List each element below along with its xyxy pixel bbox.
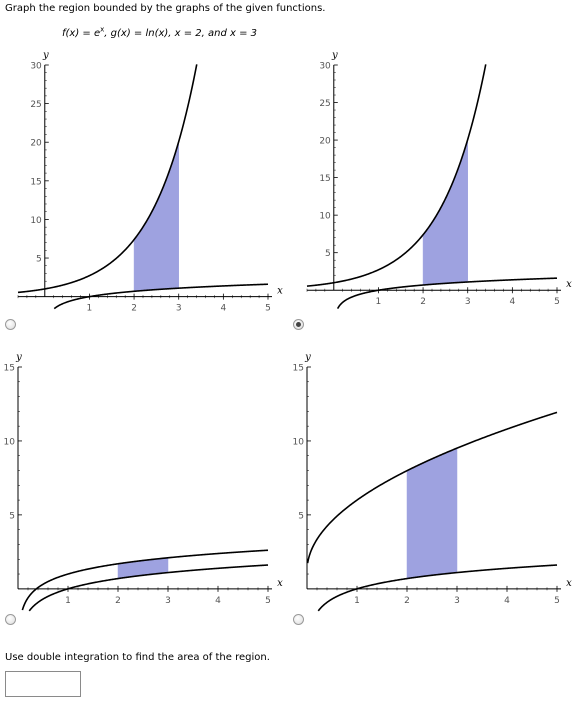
y-tick-label: 10 <box>293 437 305 447</box>
curve-exp <box>17 64 198 294</box>
y-axis-label: y <box>15 352 22 363</box>
option-1-radio[interactable] <box>5 319 16 330</box>
chart-svg: 1 2 3 4 5 5 10 15 x y <box>293 352 572 612</box>
x-tick-label: 2 <box>420 297 426 307</box>
y-tick-label: 30 <box>30 62 42 72</box>
option-3-radio[interactable] <box>5 614 16 625</box>
y-tick-label: 20 <box>319 137 331 147</box>
curve-ln <box>336 277 558 310</box>
x-tick-label: 4 <box>509 297 515 307</box>
y-tick-label: 5 <box>36 255 42 265</box>
x-tick-label: 3 <box>176 304 182 314</box>
curve-ln <box>317 564 558 612</box>
x-axis-label: x <box>277 286 283 297</box>
y-tick-label: 25 <box>30 100 41 110</box>
graph-option-4: 1 2 3 4 5 5 10 15 x y <box>289 342 574 642</box>
question-prompt: Graph the region bounded by the graphs o… <box>5 3 326 14</box>
x-axis-label: x <box>277 578 283 589</box>
x-tick-label: 2 <box>131 304 137 314</box>
f-definition: f(x) = e <box>62 28 101 39</box>
chart-svg: 1 2 3 4 5 5 10 15 20 25 30 x y <box>17 50 283 314</box>
curve-ln <box>28 564 269 612</box>
y-tick-label: 15 <box>30 177 41 187</box>
graph-option-1: 1 2 3 4 5 5 10 15 20 25 30 x y <box>0 40 285 340</box>
curve-sqrt <box>306 411 558 564</box>
option-4-radio[interactable] <box>293 614 304 625</box>
y-tick-label: 10 <box>30 216 42 226</box>
curve-exp <box>306 64 487 287</box>
y-tick-label: 10 <box>319 212 331 222</box>
y-tick-label: 30 <box>319 62 331 72</box>
y-tick-label: 5 <box>298 511 304 521</box>
x-tick-label: 5 <box>265 304 271 314</box>
x-tick-label: 2 <box>115 596 121 606</box>
y-tick-label: 5 <box>325 249 331 259</box>
graph-option-2: 1 2 3 4 5 5 10 15 20 25 30 x y <box>289 40 574 340</box>
y-tick-label: 15 <box>293 364 304 374</box>
graph-option-3: 1 2 3 4 5 5 10 15 x y <box>0 342 285 642</box>
curve-ln+1 <box>21 549 269 611</box>
y-tick-label: 15 <box>4 364 15 374</box>
area-answer-input[interactable] <box>5 671 81 697</box>
x-axis-label: x <box>566 279 572 290</box>
option-2-radio[interactable] <box>293 319 304 330</box>
y-tick-label: 20 <box>30 139 42 149</box>
y-axis-label: y <box>331 50 338 61</box>
x-tick-label: 3 <box>465 297 471 307</box>
x-tick-label: 4 <box>220 304 226 314</box>
x-tick-label: 5 <box>265 596 271 606</box>
x-tick-label: 4 <box>504 596 510 606</box>
curve-ln <box>53 283 269 310</box>
y-tick-label: 15 <box>319 174 330 184</box>
x-tick-label: 1 <box>354 596 360 606</box>
y-axis-label: y <box>42 50 49 61</box>
x-tick-label: 1 <box>65 596 71 606</box>
x-tick-label: 1 <box>87 304 93 314</box>
y-tick-label: 25 <box>319 99 330 109</box>
integration-instruction: Use double integration to find the area … <box>5 652 270 663</box>
y-tick-label: 10 <box>4 437 16 447</box>
chart-svg: 1 2 3 4 5 5 10 15 20 25 30 x y <box>306 50 572 310</box>
y-tick-label: 5 <box>9 511 15 521</box>
x-tick-label: 3 <box>454 596 460 606</box>
f-exponent: x <box>100 25 105 34</box>
function-definitions: f(x) = ex, g(x) = ln(x), x = 2, and x = … <box>62 25 258 39</box>
x-tick-label: 4 <box>215 596 221 606</box>
x-tick-label: 1 <box>376 297 382 307</box>
x-tick-label: 2 <box>404 596 410 606</box>
x-tick-label: 5 <box>554 297 560 307</box>
chart-svg: 1 2 3 4 5 5 10 15 x y <box>4 352 283 612</box>
x-tick-label: 3 <box>165 596 171 606</box>
y-axis-label: y <box>304 352 311 363</box>
x-axis-label: x <box>566 578 572 589</box>
x-tick-label: 5 <box>554 596 560 606</box>
other-definitions: , g(x) = ln(x), x = 2, and x = 3 <box>104 28 258 39</box>
